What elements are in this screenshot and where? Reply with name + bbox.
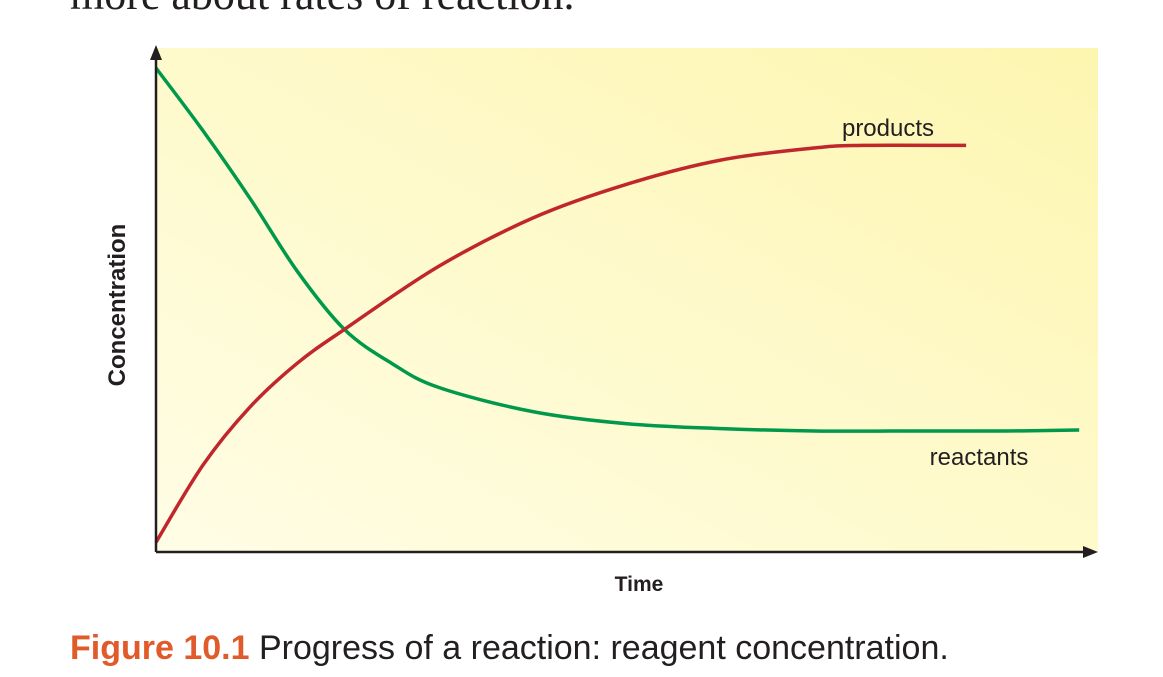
series-line-products [154,143,967,544]
y-axis-label: Concentration [104,224,131,387]
figure-caption: Figure 10.1 Progress of a reaction: reag… [70,629,949,668]
x-axis [156,546,1098,558]
figure-number: Figure 10.1 [70,629,250,667]
plot-background [156,48,1098,552]
preceding-paragraph-text: more about rates of reaction. [70,0,575,20]
series-line-reactants [154,66,1080,433]
x-axis-arrowhead [1083,546,1098,558]
series-label-reactants: reactants [930,444,1029,471]
figure-caption-text: Progress of a reaction: reagent concentr… [249,629,949,667]
series-label-products: products [842,115,934,142]
x-axis-label: Time [615,573,664,596]
y-axis-arrowhead [150,45,162,60]
concentration-time-chart: Time Concentration products reactants [104,45,1098,596]
y-axis [150,45,162,552]
